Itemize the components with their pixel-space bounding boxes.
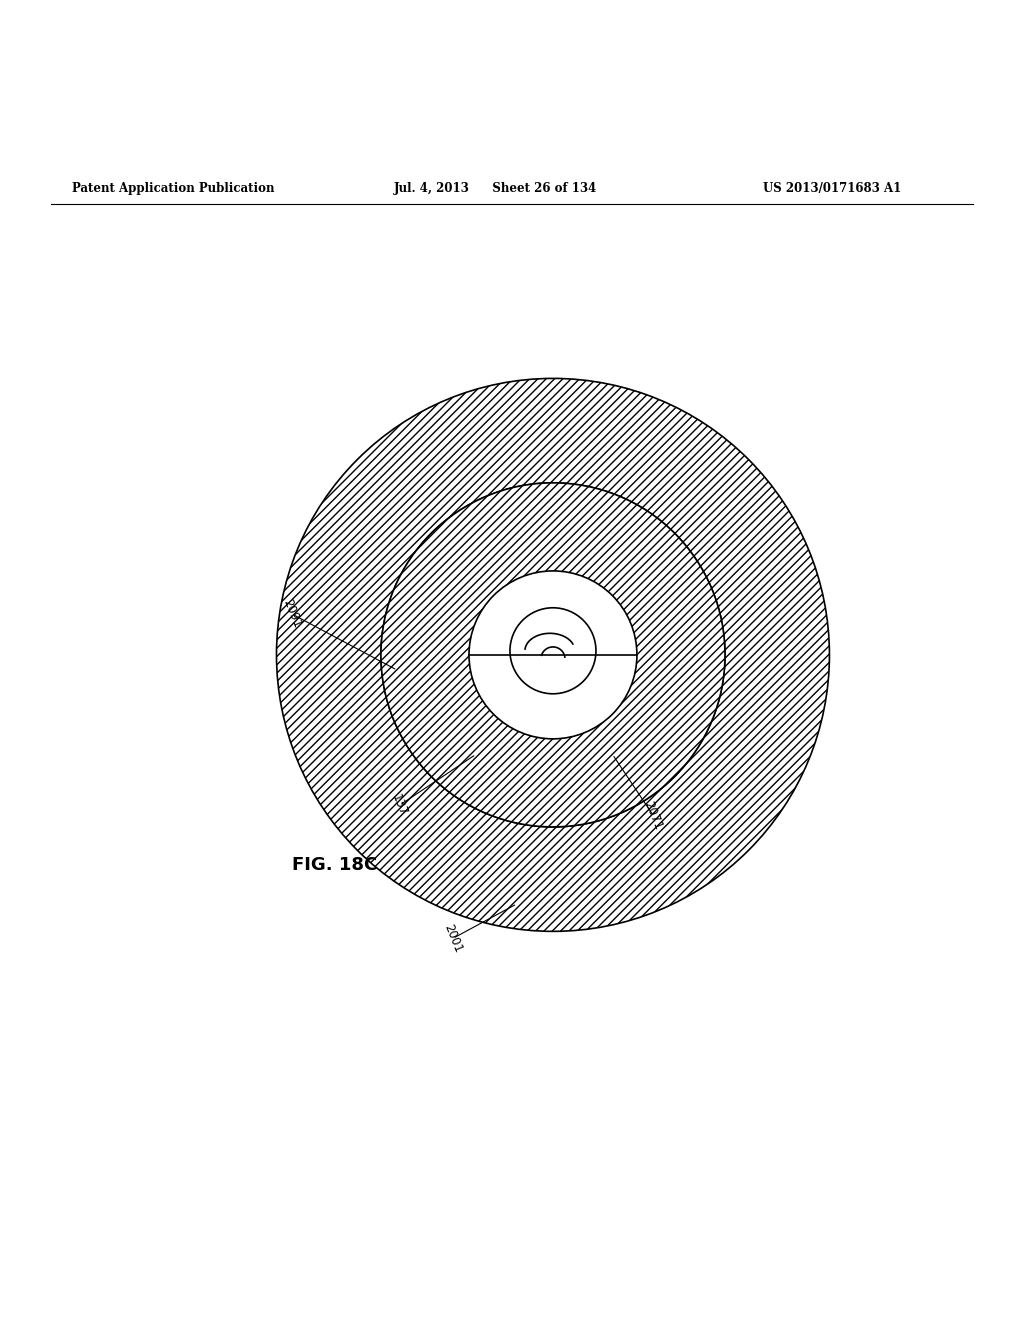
Circle shape (469, 572, 637, 739)
Text: Jul. 4, 2013  Sheet 26 of 134: Jul. 4, 2013 Sheet 26 of 134 (394, 182, 597, 195)
Text: 2071: 2071 (642, 800, 665, 832)
Circle shape (276, 379, 829, 932)
Text: 2001: 2001 (441, 923, 464, 954)
Circle shape (381, 483, 725, 826)
Circle shape (381, 483, 725, 826)
Text: 2091: 2091 (281, 598, 303, 630)
Text: US 2013/0171683 A1: US 2013/0171683 A1 (763, 182, 901, 195)
Text: 137: 137 (389, 792, 410, 818)
Text: Patent Application Publication: Patent Application Publication (72, 182, 274, 195)
Text: FIG. 18C: FIG. 18C (292, 855, 377, 874)
Circle shape (510, 607, 596, 694)
